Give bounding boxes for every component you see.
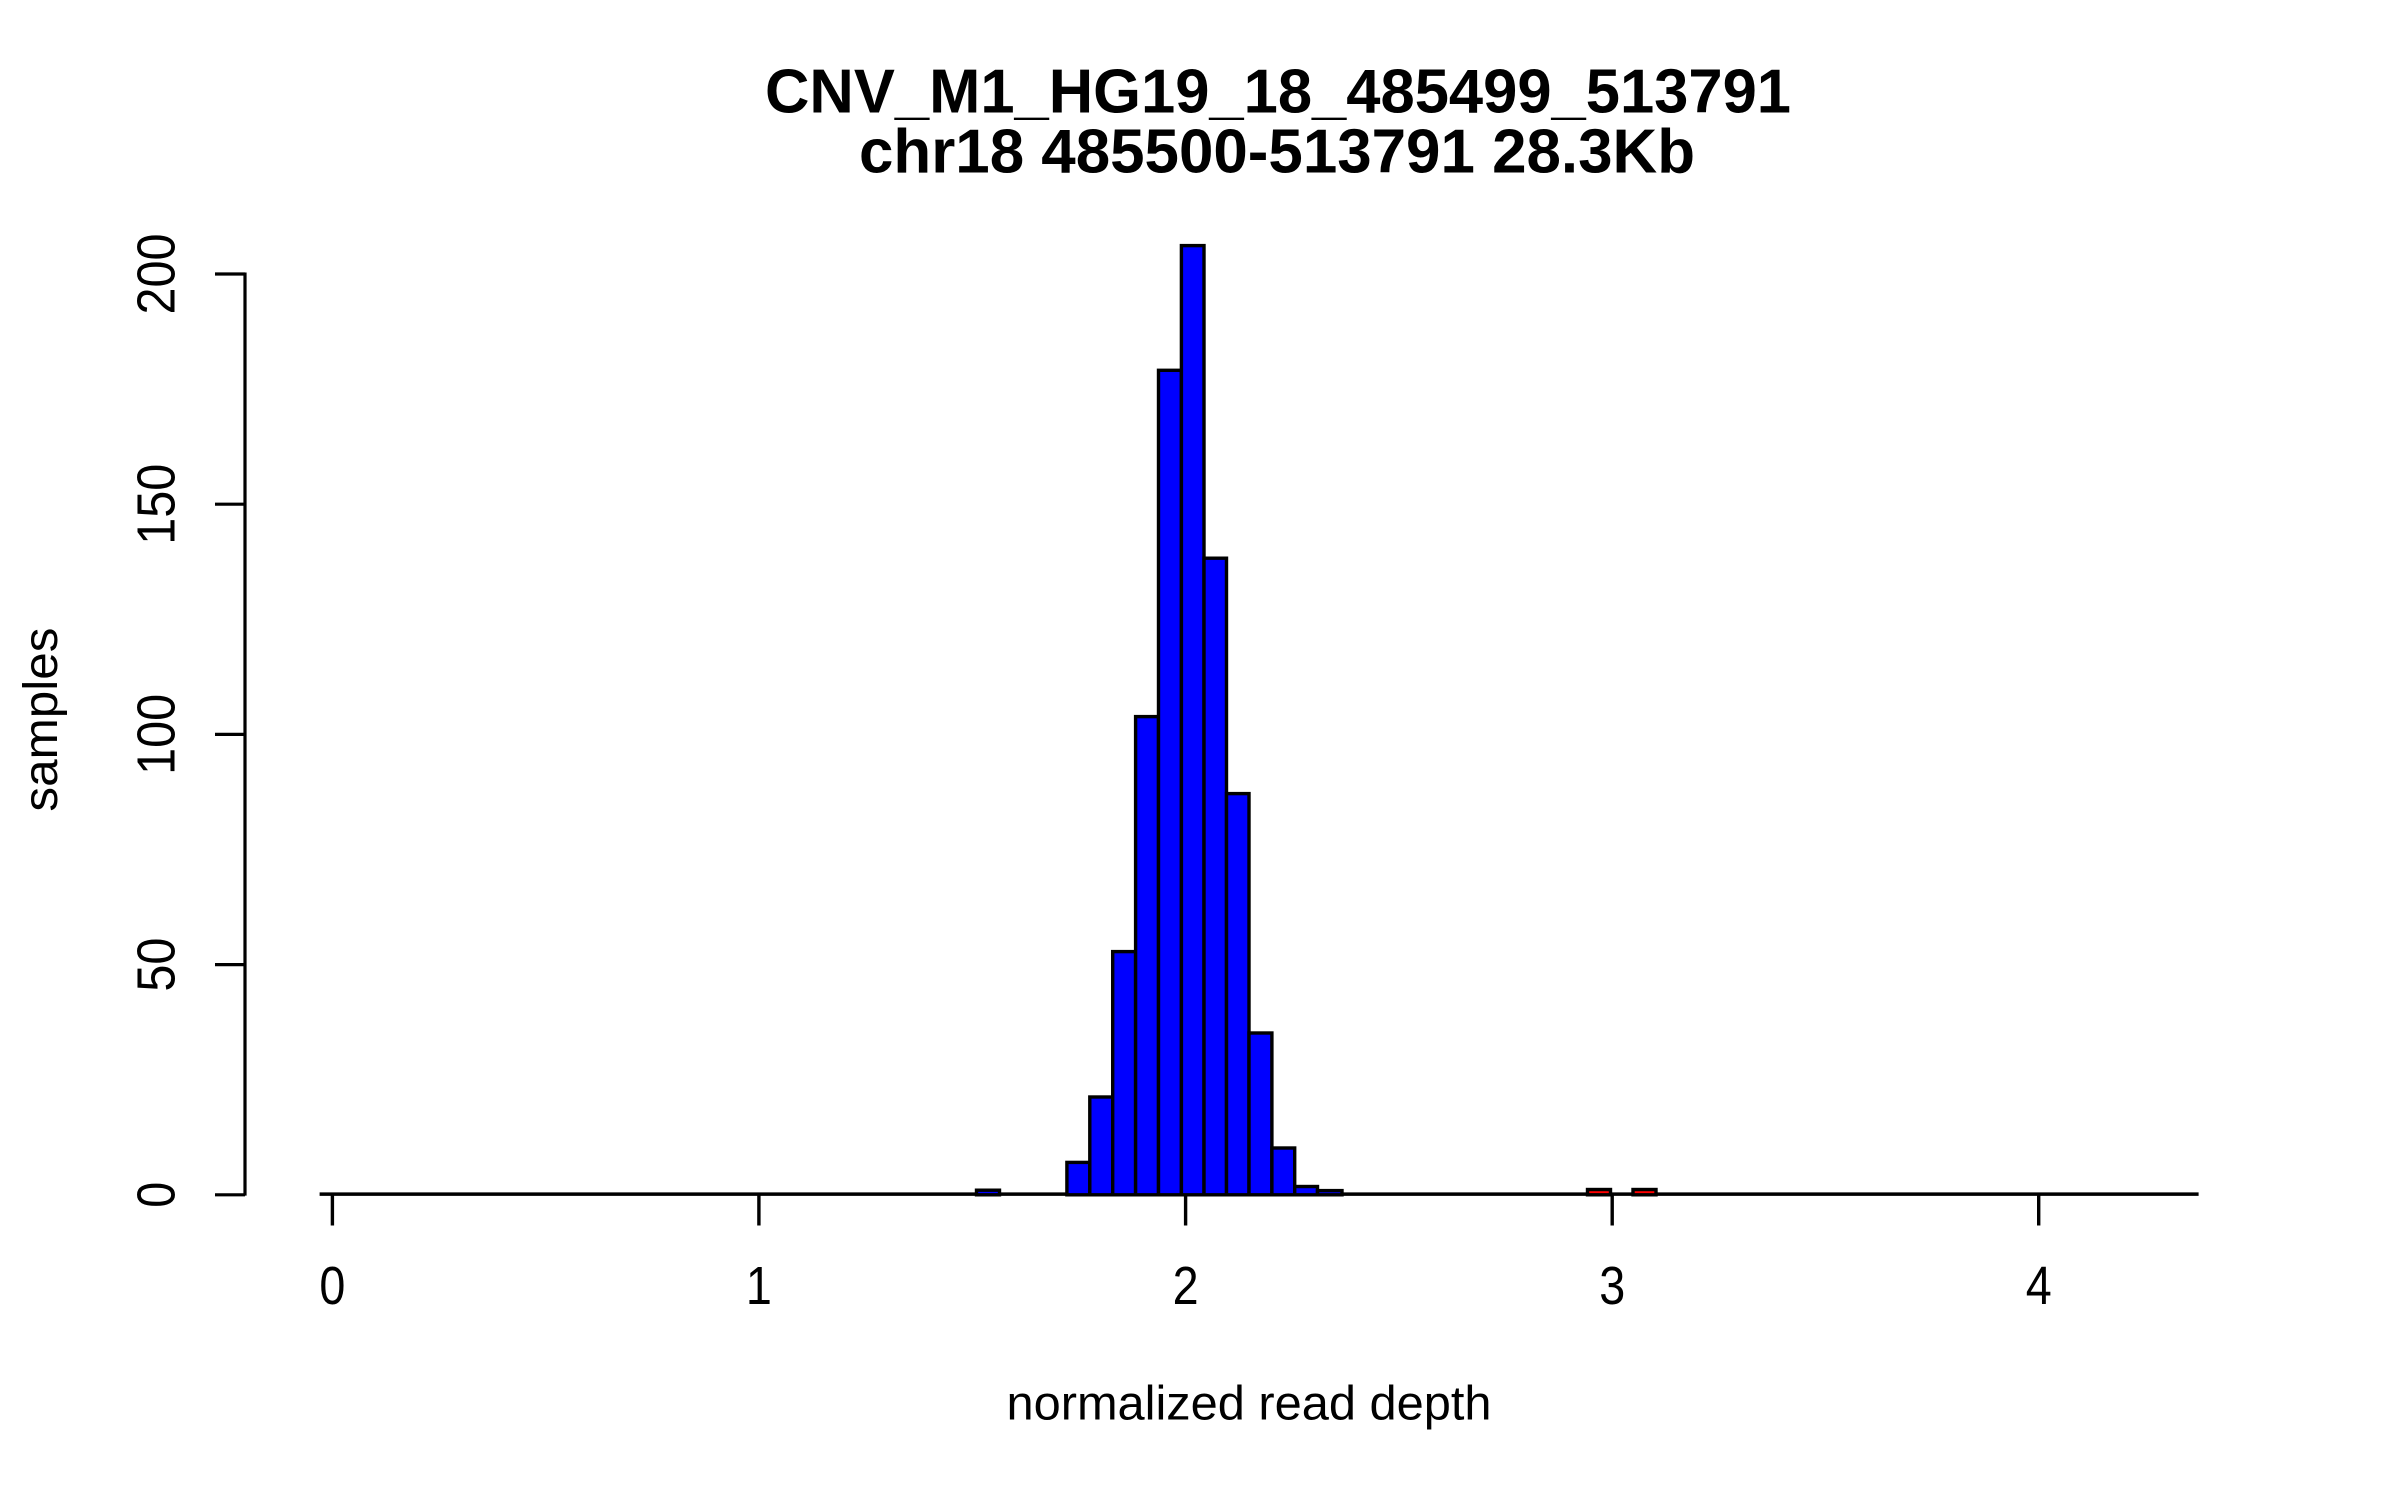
svg-text:2: 2 xyxy=(1173,1256,1199,1316)
svg-text:normalized read depth: normalized read depth xyxy=(1007,1378,1492,1431)
svg-text:50: 50 xyxy=(127,938,187,992)
svg-text:samples: samples xyxy=(15,628,68,812)
svg-text:1: 1 xyxy=(746,1256,772,1316)
svg-text:0: 0 xyxy=(127,1182,187,1208)
svg-text:200: 200 xyxy=(127,234,187,315)
svg-text:100: 100 xyxy=(127,694,187,775)
svg-text:0: 0 xyxy=(319,1256,345,1316)
svg-text:chr18 485500-513791 28.3Kb: chr18 485500-513791 28.3Kb xyxy=(859,117,1695,186)
svg-text:150: 150 xyxy=(127,464,187,545)
svg-text:4: 4 xyxy=(2026,1256,2052,1316)
svg-text:3: 3 xyxy=(1599,1256,1625,1316)
svg-text:CNV_M1_HG19_18_485499_513791: CNV_M1_HG19_18_485499_513791 xyxy=(765,57,1791,126)
